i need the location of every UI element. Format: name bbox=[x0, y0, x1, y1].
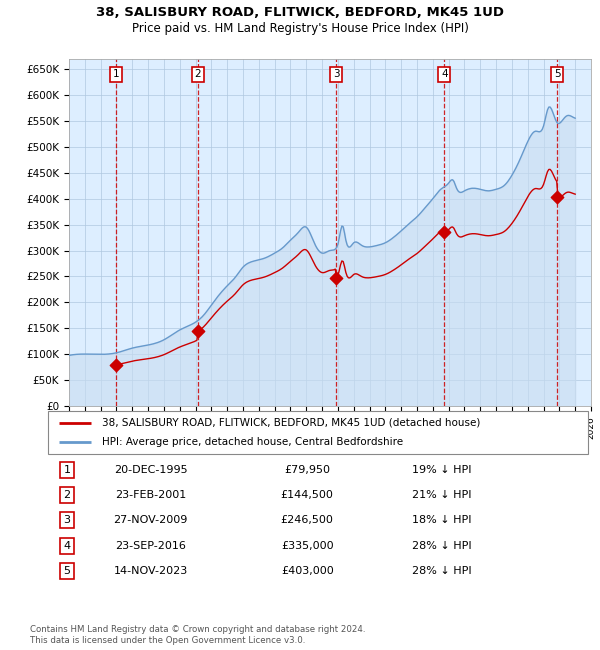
Point bbox=[332, 273, 341, 283]
Point bbox=[440, 227, 449, 238]
Text: HPI: Average price, detached house, Central Bedfordshire: HPI: Average price, detached house, Cent… bbox=[102, 437, 403, 447]
Text: 23-SEP-2016: 23-SEP-2016 bbox=[115, 541, 186, 551]
Text: 3: 3 bbox=[64, 515, 70, 525]
Text: 5: 5 bbox=[64, 566, 70, 576]
Text: £79,950: £79,950 bbox=[284, 465, 330, 474]
Point bbox=[193, 326, 203, 337]
Text: 1: 1 bbox=[113, 69, 119, 79]
Text: 23-FEB-2001: 23-FEB-2001 bbox=[115, 490, 186, 500]
Text: 3: 3 bbox=[333, 69, 340, 79]
Text: £335,000: £335,000 bbox=[281, 541, 334, 551]
Text: 28% ↓ HPI: 28% ↓ HPI bbox=[412, 541, 472, 551]
Text: 27-NOV-2009: 27-NOV-2009 bbox=[113, 515, 188, 525]
Text: 5: 5 bbox=[554, 69, 560, 79]
Text: Contains HM Land Registry data © Crown copyright and database right 2024.
This d: Contains HM Land Registry data © Crown c… bbox=[30, 625, 365, 645]
Text: 1: 1 bbox=[64, 465, 70, 474]
Text: 20-DEC-1995: 20-DEC-1995 bbox=[114, 465, 187, 474]
Text: 21% ↓ HPI: 21% ↓ HPI bbox=[412, 490, 472, 500]
Point bbox=[111, 359, 121, 370]
Text: 38, SALISBURY ROAD, FLITWICK, BEDFORD, MK45 1UD: 38, SALISBURY ROAD, FLITWICK, BEDFORD, M… bbox=[96, 6, 504, 20]
Text: 4: 4 bbox=[441, 69, 448, 79]
Text: 38, SALISBURY ROAD, FLITWICK, BEDFORD, MK45 1UD (detached house): 38, SALISBURY ROAD, FLITWICK, BEDFORD, M… bbox=[102, 418, 481, 428]
Text: 2: 2 bbox=[64, 490, 70, 500]
Text: £246,500: £246,500 bbox=[281, 515, 334, 525]
Text: £144,500: £144,500 bbox=[281, 490, 334, 500]
FancyBboxPatch shape bbox=[48, 411, 588, 454]
Text: 28% ↓ HPI: 28% ↓ HPI bbox=[412, 566, 472, 576]
Point bbox=[553, 192, 562, 202]
Text: £403,000: £403,000 bbox=[281, 566, 334, 576]
Text: 14-NOV-2023: 14-NOV-2023 bbox=[113, 566, 188, 576]
Text: 19% ↓ HPI: 19% ↓ HPI bbox=[412, 465, 472, 474]
Text: 2: 2 bbox=[194, 69, 201, 79]
Text: 18% ↓ HPI: 18% ↓ HPI bbox=[412, 515, 472, 525]
Text: Price paid vs. HM Land Registry's House Price Index (HPI): Price paid vs. HM Land Registry's House … bbox=[131, 22, 469, 35]
Text: 4: 4 bbox=[64, 541, 70, 551]
